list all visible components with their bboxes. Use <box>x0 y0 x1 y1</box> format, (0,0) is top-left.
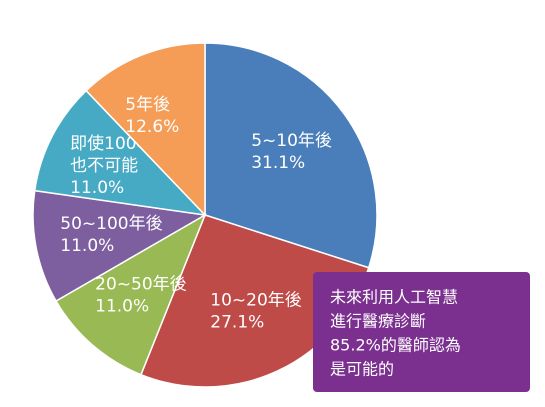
pie-slice <box>204 42 378 269</box>
slice-label: 10~20年後 <box>210 291 302 311</box>
pie-slice <box>32 189 208 303</box>
value-label: 11.0% <box>95 297 149 317</box>
pie-slice <box>85 42 206 217</box>
value-label: 11.0% <box>60 236 114 256</box>
slice-label-line: 5年後 <box>125 95 170 115</box>
slice-label-line: 20~50年後 <box>95 275 187 295</box>
value-label: 11.0% <box>70 178 124 198</box>
annotation-box <box>313 272 530 392</box>
value-label: 31.1% <box>251 153 305 173</box>
pie-slice <box>55 213 207 376</box>
slice-label-line: 50~100年後 <box>60 214 162 234</box>
slice-label-line: 也不可能 <box>70 156 138 176</box>
annotation-line: 未來利用人工智慧 <box>330 288 458 307</box>
annotation-line: 85.2%的醫師認為 <box>330 336 461 355</box>
annotation-line: 進行醫療診斷 <box>330 312 426 331</box>
slice-label: 50~100年後 <box>60 214 162 234</box>
pie-slice <box>33 89 208 217</box>
slice-label-line: 5~10年後 <box>251 131 332 151</box>
annotation-line: 是可能的 <box>330 360 394 379</box>
value-label: 12.6% <box>125 117 179 137</box>
slice-label-line: 10~20年後 <box>210 291 302 311</box>
slice-label: 20~50年後 <box>95 275 187 295</box>
slice-label: 5~10年後 <box>251 131 332 151</box>
slice-label: 5年後 <box>125 95 170 115</box>
value-label: 27.1% <box>210 313 264 333</box>
